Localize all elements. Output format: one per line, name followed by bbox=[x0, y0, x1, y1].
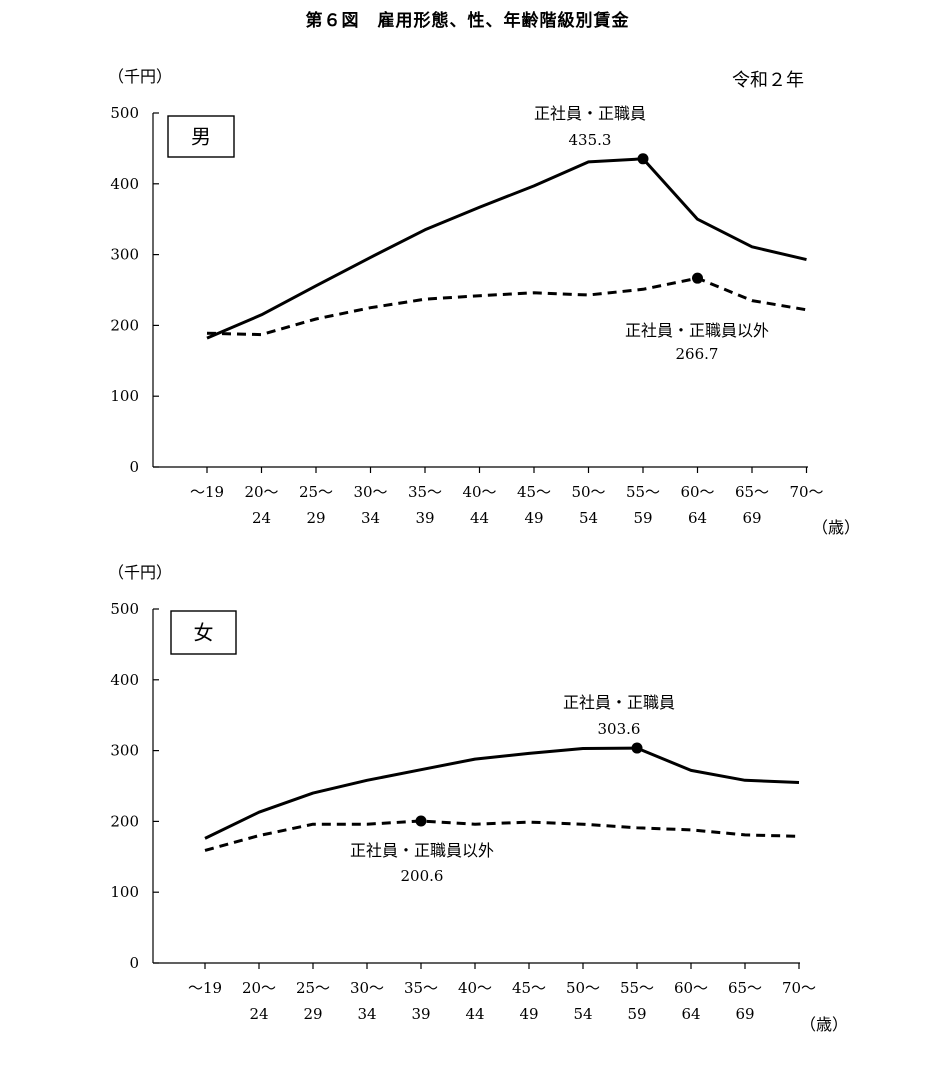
male-x-tick-label: 24 bbox=[252, 509, 271, 527]
female-regular-peak-value: 303.6 bbox=[598, 720, 641, 738]
male-x-tick-label: 30～ bbox=[353, 483, 387, 501]
female-panel-label: 女 bbox=[194, 621, 214, 645]
male-regular-series-line bbox=[206, 157, 807, 340]
male-y-tick-label: 300 bbox=[110, 246, 139, 264]
female-x-tick-label: 50～ bbox=[566, 979, 600, 997]
female-y-unit-label: （千円） bbox=[108, 563, 172, 582]
female-regular-peak-marker bbox=[631, 742, 643, 754]
male-x-tick-label: 45～ bbox=[517, 483, 551, 501]
female-x-tick-label: 40～ bbox=[458, 979, 492, 997]
male-non-regular-series-line bbox=[206, 276, 807, 337]
female-non-regular-peak-value: 200.6 bbox=[401, 867, 444, 885]
male-x-tick-label: 44 bbox=[470, 509, 489, 527]
male-x-tick-label: 35～ bbox=[408, 483, 442, 501]
female-x-tick-label: 60～ bbox=[674, 979, 708, 997]
male-x-tick-label: 55～ bbox=[626, 483, 660, 501]
male-y-tick-label: 100 bbox=[110, 387, 139, 405]
female-non-regular-peak-marker bbox=[415, 815, 427, 827]
male-x-tick-label: 59 bbox=[633, 509, 652, 527]
male-x-tick-label: 20～ bbox=[244, 483, 278, 501]
female-x-tick-label: 59 bbox=[627, 1005, 646, 1023]
female-x-tick-label: 49 bbox=[519, 1005, 538, 1023]
male-x-tick-label: ～19 bbox=[190, 483, 224, 501]
female-x-tick-label: 39 bbox=[411, 1005, 430, 1023]
female-non-regular-series-line bbox=[204, 819, 800, 852]
female-x-tick-label: 55～ bbox=[620, 979, 654, 997]
male-non-regular-peak-marker bbox=[692, 272, 703, 284]
female-x-tick-label: 44 bbox=[465, 1005, 484, 1023]
male-x-tick-label: 40～ bbox=[462, 483, 496, 501]
male-y-tick-label: 200 bbox=[110, 316, 139, 334]
male-panel-label-box bbox=[167, 115, 235, 158]
female-regular-series-line bbox=[204, 746, 800, 840]
male-x-tick-label: 54 bbox=[579, 509, 598, 527]
male-non-regular-peak-value: 266.7 bbox=[676, 345, 719, 363]
male-x-tick-label: 65～ bbox=[735, 483, 769, 501]
female-x-tick-label: ～19 bbox=[188, 979, 222, 997]
female-x-tick-label: 69 bbox=[735, 1005, 754, 1023]
male-y-unit-label: （千円） bbox=[108, 67, 172, 86]
female-x-tick-label: 20～ bbox=[242, 979, 276, 997]
male-x-tick-label: 34 bbox=[361, 509, 380, 527]
year-label: 令和２年 bbox=[732, 70, 804, 91]
male-y-tick-label: 0 bbox=[129, 458, 139, 476]
male-regular-series-name: 正社員・正職員 bbox=[534, 104, 646, 123]
male-panel-label: 男 bbox=[191, 125, 211, 149]
male-x-tick-label: 49 bbox=[524, 509, 543, 527]
chart-title: 第６図 雇用形態、性、年齢階級別賃金 bbox=[305, 11, 630, 31]
male-x-tick-label: 50～ bbox=[571, 483, 605, 501]
female-regular-series-name: 正社員・正職員 bbox=[563, 693, 675, 712]
female-x-tick-label: 65～ bbox=[728, 979, 762, 997]
female-x-unit-label: （歳） bbox=[800, 1015, 848, 1034]
female-x-tick-label: 25～ bbox=[296, 979, 330, 997]
male-x-tick-label: 69 bbox=[742, 509, 761, 527]
male-x-tick-label: 64 bbox=[688, 509, 707, 527]
female-panel-label-box bbox=[170, 610, 237, 655]
male-x-tick-label: 60～ bbox=[680, 483, 714, 501]
male-regular-peak-value: 435.3 bbox=[569, 131, 612, 149]
female-y-tick-label: 200 bbox=[110, 812, 139, 830]
male-x-unit-label: （歳） bbox=[812, 518, 860, 537]
female-x-tick-label: 34 bbox=[357, 1005, 376, 1023]
male-x-tick-label: 29 bbox=[306, 509, 325, 527]
female-y-tick-label: 400 bbox=[110, 671, 139, 689]
female-x-tick-label: 35～ bbox=[404, 979, 438, 997]
female-x-tick-label: 29 bbox=[303, 1005, 322, 1023]
female-y-tick-label: 100 bbox=[110, 883, 139, 901]
male-non-regular-series-name: 正社員・正職員以外 bbox=[625, 321, 769, 340]
female-y-tick-label: 300 bbox=[110, 742, 139, 760]
male-y-tick-label: 500 bbox=[110, 104, 139, 122]
male-x-tick-label: 25～ bbox=[299, 483, 333, 501]
male-regular-peak-marker bbox=[637, 153, 649, 165]
female-non-regular-series-name: 正社員・正職員以外 bbox=[350, 841, 494, 860]
female-y-tick-label: 0 bbox=[129, 954, 139, 972]
male-x-tick-label: 39 bbox=[415, 509, 434, 527]
female-x-tick-label: 70～ bbox=[782, 979, 816, 997]
male-y-tick-label: 400 bbox=[110, 175, 139, 193]
female-x-tick-label: 30～ bbox=[350, 979, 384, 997]
female-x-tick-label: 45～ bbox=[512, 979, 546, 997]
male-x-tick-label: 70～ bbox=[789, 483, 823, 501]
female-y-tick-label: 500 bbox=[110, 600, 139, 618]
female-x-tick-label: 24 bbox=[249, 1005, 268, 1023]
female-x-tick-label: 64 bbox=[681, 1005, 700, 1023]
female-x-tick-label: 54 bbox=[573, 1005, 592, 1023]
